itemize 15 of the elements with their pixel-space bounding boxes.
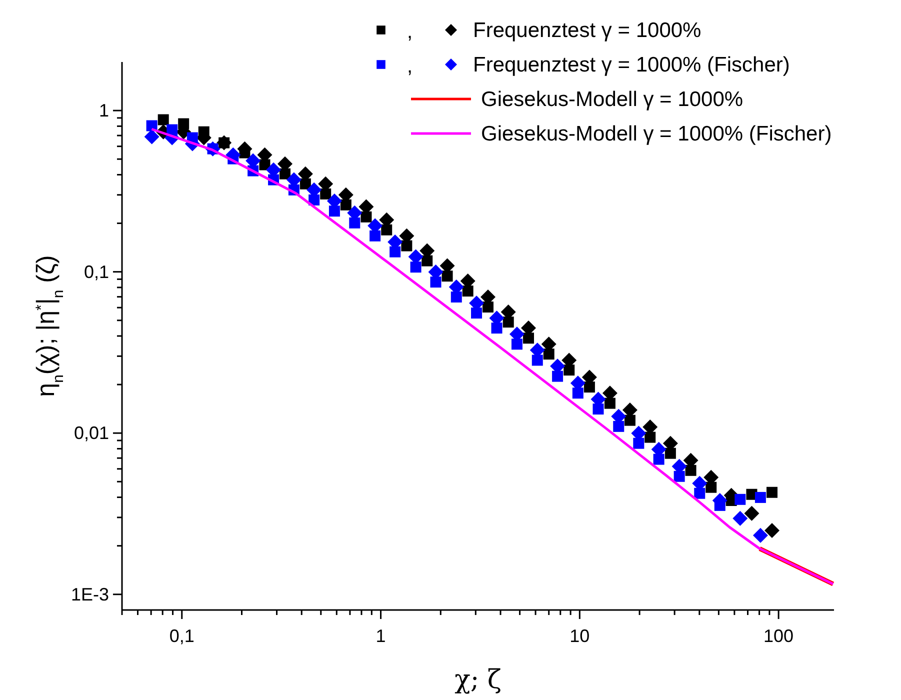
y-tick-label: 1E-3: [70, 584, 109, 604]
legend-label: Giesekus-Modell γ = 1000%: [481, 88, 744, 111]
legend-label: Giesekus-Modell γ = 1000% (Fischer): [481, 122, 832, 146]
y-tick-label: 0,01: [74, 423, 109, 444]
x-tick-label: 10: [570, 626, 590, 646]
legend-label: Frequenztest γ = 1000% (Fischer): [473, 54, 790, 76]
y-tick-label: 0,1: [84, 262, 109, 282]
y-tick-label: 1: [98, 100, 109, 121]
x-tick-label: 1: [376, 626, 386, 646]
x-tick-label: 0,1: [169, 626, 194, 646]
annotation: ,: [407, 56, 413, 78]
x-tick-label: 100: [764, 626, 794, 646]
text: ,: [407, 21, 413, 43]
x-axis-title: χ; ζ: [454, 665, 502, 695]
legend-label: Frequenztest γ = 1000%: [473, 19, 702, 42]
